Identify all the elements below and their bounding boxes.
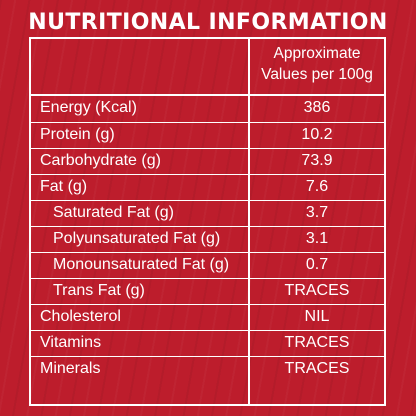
table-row: Saturated Fat (g) 3.7 <box>31 200 384 226</box>
nutrient-value: 0.7 <box>305 256 329 273</box>
values-header-line-2: Values per 100g <box>261 66 373 83</box>
nutrient-label: Protein (g) <box>40 126 115 143</box>
table-row: Monounsaturated Fat (g) 0.7 <box>31 252 384 278</box>
nutrient-value: TRACES <box>284 282 350 299</box>
nutrient-value: 7.6 <box>305 178 329 195</box>
nutrient-value: TRACES <box>284 360 350 377</box>
nutrient-label: Saturated Fat (g) <box>53 204 174 221</box>
table-row: Trans Fat (g) TRACES <box>31 278 384 304</box>
table-row: Protein (g) 10.2 <box>31 122 384 148</box>
nutrient-label: Minerals <box>40 360 101 377</box>
nutrient-label: Energy (Kcal) <box>40 99 137 116</box>
nutrient-label: Cholesterol <box>40 308 121 325</box>
nutrient-value: 10.2 <box>301 126 333 143</box>
nutrient-label: Trans Fat (g) <box>53 282 145 299</box>
table-row: Polyunsaturated Fat (g) 3.1 <box>31 226 384 252</box>
table-row: Vitamins TRACES <box>31 330 384 356</box>
table-row: Energy (Kcal) 386 <box>31 96 384 122</box>
values-column-header: Approximate Values per 100g <box>250 43 384 85</box>
nutrient-value: NIL <box>304 308 330 325</box>
nutrient-label: Polyunsaturated Fat (g) <box>53 230 221 247</box>
nutrient-value: 3.1 <box>305 230 329 247</box>
column-divider <box>248 39 250 404</box>
table-row: Minerals TRACES <box>31 356 384 382</box>
table-row: Carbohydrate (g) 73.9 <box>31 148 384 174</box>
values-header-line-1: Approximate <box>273 45 361 62</box>
nutrient-label: Monounsaturated Fat (g) <box>53 256 230 273</box>
table-row: Cholesterol NIL <box>31 304 384 330</box>
nutrient-label: Fat (g) <box>40 178 88 195</box>
nutrient-value: TRACES <box>284 334 350 351</box>
nutrient-value: 386 <box>303 99 331 116</box>
nutrient-value: 3.7 <box>305 204 329 221</box>
nutrition-table: Approximate Values per 100g Energy (Kcal… <box>29 37 386 406</box>
table-header-row: Approximate Values per 100g <box>31 39 384 96</box>
nutrient-label: Vitamins <box>40 334 102 351</box>
nutrient-value: 73.9 <box>301 152 333 169</box>
nutrient-label: Carbohydrate (g) <box>40 152 161 169</box>
table-row: Fat (g) 7.6 <box>31 174 384 200</box>
page-title: NUTRITIONAL INFORMATION <box>28 10 388 35</box>
